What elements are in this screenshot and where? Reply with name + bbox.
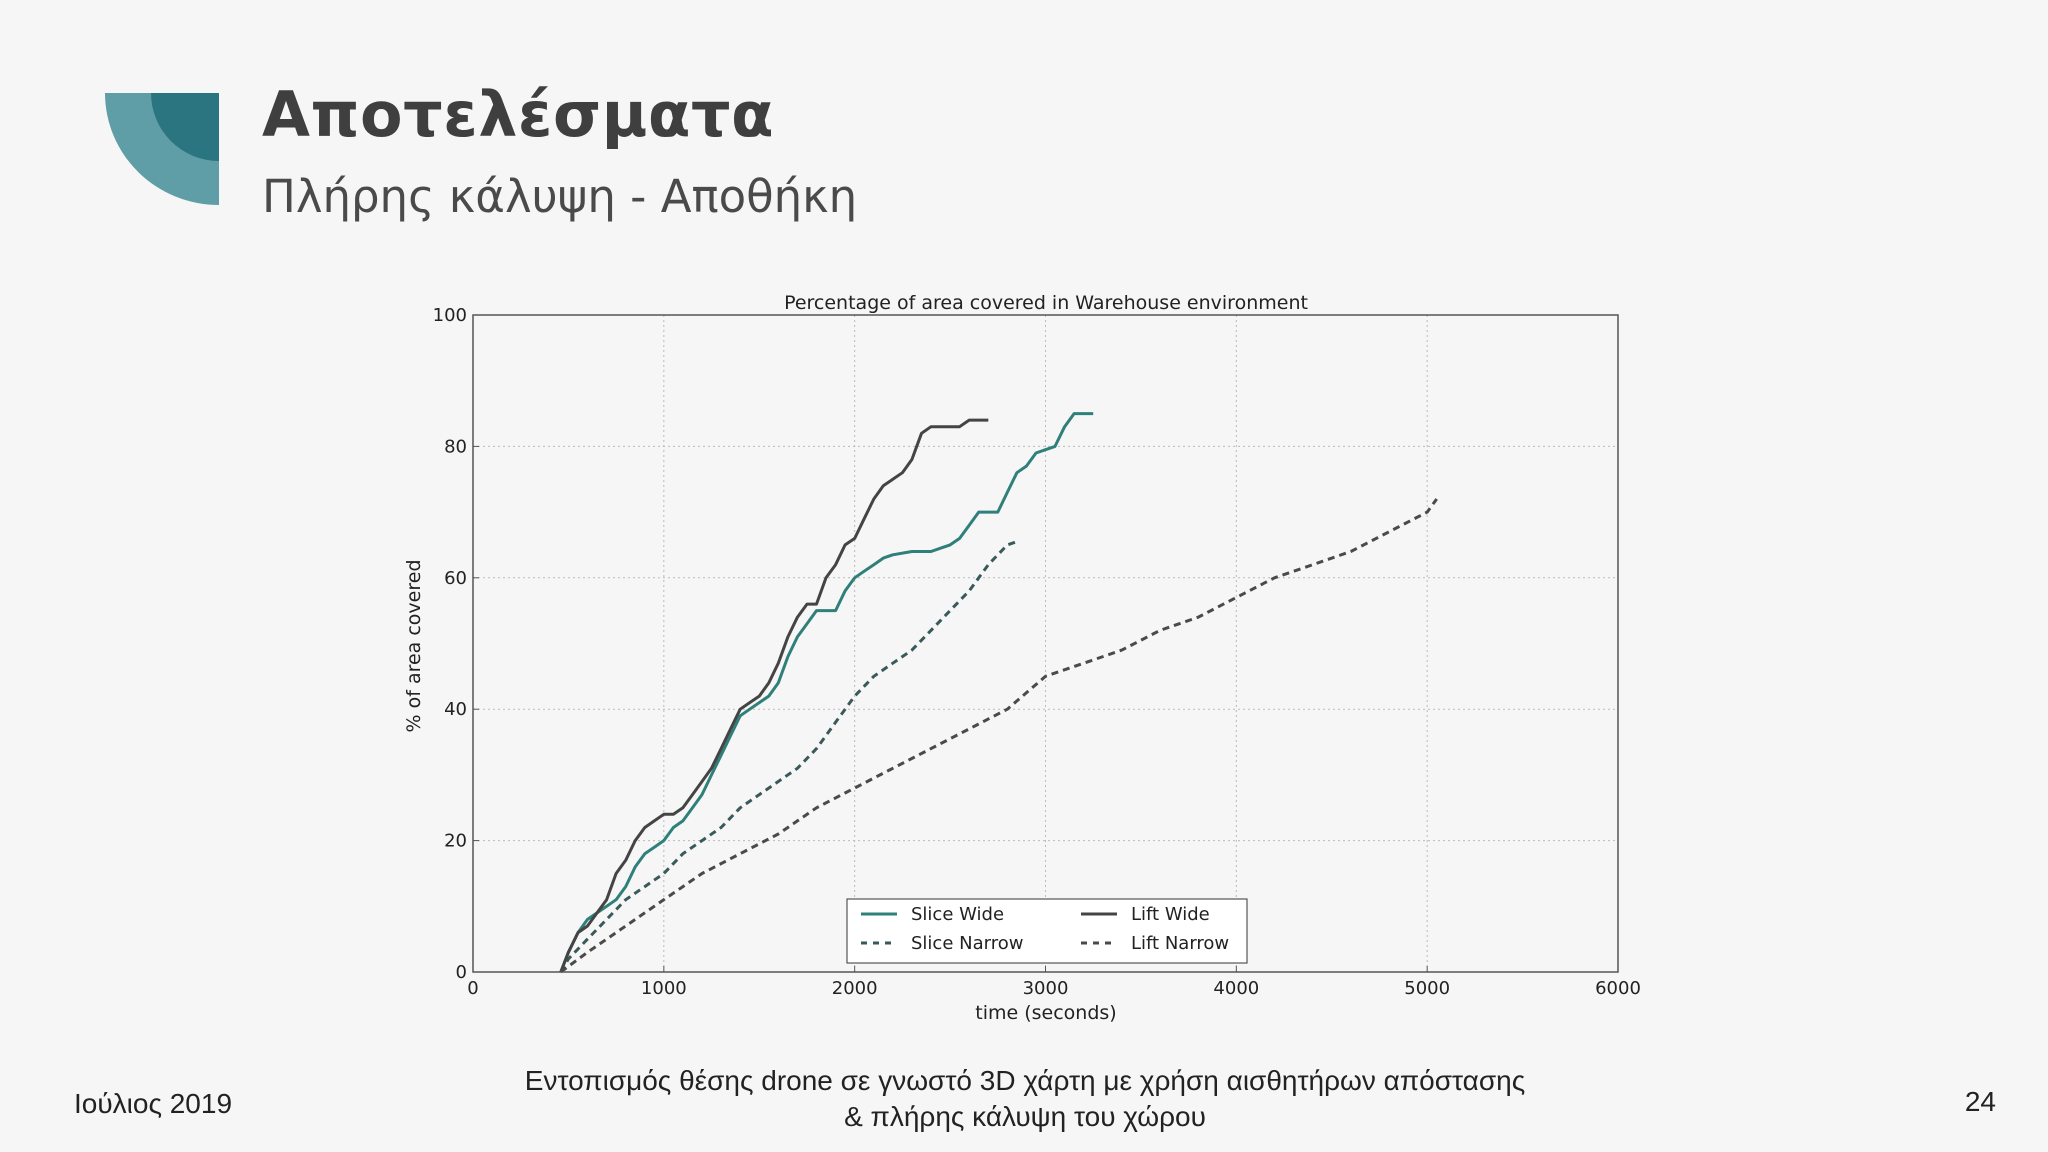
- page-number: 24: [1964, 1086, 1996, 1117]
- legend-label: Lift Wide: [1131, 904, 1210, 925]
- footer-date: Ιούλιος 2019: [74, 1088, 233, 1119]
- y-tick-label: 0: [456, 962, 467, 983]
- y-tick-label: 20: [444, 831, 467, 852]
- chart-title: Percentage of area covered in Warehouse …: [784, 292, 1308, 314]
- series-line-slice-narrow: [559, 540, 1018, 973]
- x-tick-label: 6000: [1595, 978, 1641, 999]
- page-title: Αποτελέσματα: [262, 78, 775, 151]
- x-tick-label: 5000: [1404, 978, 1450, 999]
- legend-label: Lift Narrow: [1131, 933, 1229, 954]
- logo-quarter-circles: [105, 93, 219, 205]
- page-subtitle: Πλήρης κάλυψη - Αποθήκη: [262, 170, 858, 223]
- y-axis-label: % of area covered: [403, 559, 425, 732]
- y-tick-label: 80: [444, 436, 467, 457]
- x-tick-label: 2000: [832, 978, 878, 999]
- series-line-lift-narrow: [559, 498, 1438, 974]
- x-tick-label: 3000: [1023, 978, 1069, 999]
- x-axis-label: time (seconds): [975, 1002, 1116, 1024]
- legend-box: [846, 898, 1248, 964]
- y-tick-label: 40: [444, 699, 467, 720]
- footer-caption-line-2: & πλήρης κάλυψη του χώρου: [844, 1101, 1206, 1132]
- x-tick-label: 4000: [1213, 978, 1259, 999]
- x-tick-label: 0: [467, 978, 478, 999]
- y-tick-label: 60: [444, 568, 467, 589]
- legend-label: Slice Wide: [911, 904, 1004, 925]
- footer-caption-line-1: Εντοπισμός θέσης drone σε γνωστό 3D χάρτ…: [524, 1065, 1526, 1096]
- plot-area: [472, 314, 1619, 973]
- line-chart: Percentage of area covered in Warehouse …: [403, 292, 1641, 1024]
- footer-caption: Εντοπισμός θέσης drone σε γνωστό 3D χάρτ…: [400, 1063, 1650, 1135]
- legend-label: Slice Narrow: [911, 933, 1023, 954]
- y-tick-label: 100: [433, 305, 467, 326]
- x-tick-label: 1000: [641, 978, 687, 999]
- series-line-lift-wide: [559, 418, 989, 973]
- series-line-slice-wide: [559, 412, 1094, 973]
